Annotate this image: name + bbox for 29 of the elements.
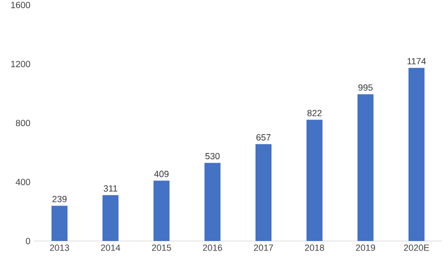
x-tick-label: 2017	[254, 244, 274, 251]
bar	[256, 144, 272, 241]
data-label: 239	[52, 196, 67, 202]
bar	[204, 162, 220, 241]
x-tick-label: 2015	[152, 244, 172, 251]
bar	[357, 94, 374, 241]
data-label: 530	[205, 152, 220, 160]
bar	[306, 120, 322, 241]
x-tick-label: 2018	[304, 244, 324, 251]
bar	[102, 195, 118, 241]
data-label: 995	[358, 84, 373, 91]
data-label: 409	[154, 170, 169, 178]
y-tick-label: 1600	[11, 2, 30, 8]
data-label: 1174	[408, 58, 426, 64]
y-tick-label: 800	[16, 120, 30, 126]
y-tick-label: 0	[26, 238, 30, 244]
data-label: 657	[256, 134, 271, 141]
data-label: 822	[307, 110, 322, 116]
x-tick-label: 2013	[50, 244, 70, 251]
x-tick-label: 2016	[202, 244, 222, 251]
x-tick-label: 2014	[100, 244, 120, 251]
data-label: 311	[104, 185, 118, 192]
y-tick-label: 400	[16, 178, 30, 186]
y-tick-label: 1200	[11, 60, 30, 68]
bar	[52, 206, 68, 241]
x-tick-label: 2020E	[404, 244, 430, 251]
bar	[154, 180, 170, 241]
x-tick-label: 2019	[356, 244, 376, 251]
bar	[408, 68, 424, 241]
